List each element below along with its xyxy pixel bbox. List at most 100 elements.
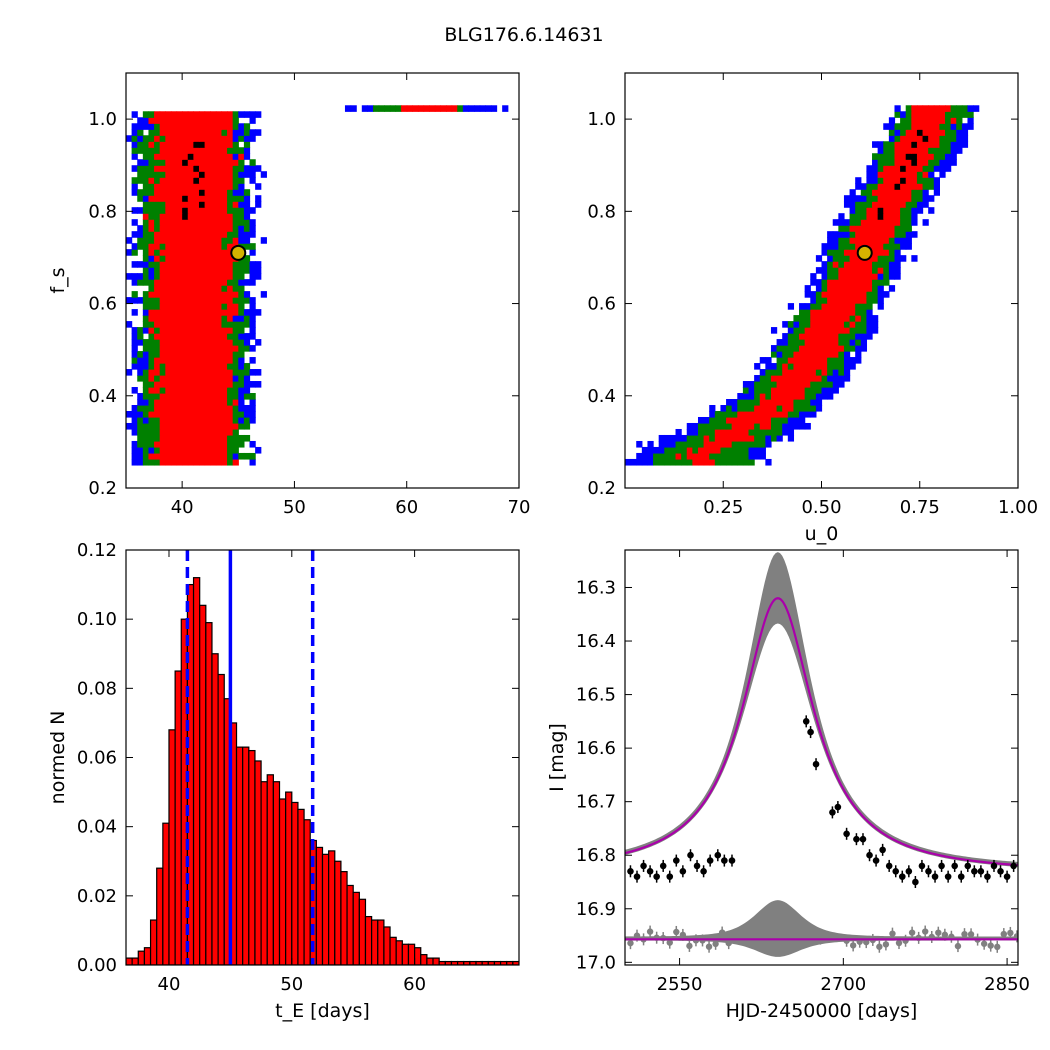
heatmap-cell [148,369,155,376]
heatmap-cell [131,351,138,358]
heatmap-cell [221,189,228,196]
heatmap-cell [227,315,234,322]
heatmap-cell [238,165,245,172]
heatmap-cell [838,231,845,238]
heatmap-cell [142,111,150,118]
heatmap-cell [131,416,138,424]
heatmap-cell [170,111,178,118]
heatmap-cell [894,255,901,262]
heatmap-cell [187,165,194,172]
histogram-bar [321,853,330,965]
y-tick-label: 0.06 [77,748,117,769]
heatmap-cell [227,363,234,370]
heatmap-cell [827,393,834,400]
heatmap-cell [888,207,896,214]
heatmap-cell [227,177,234,184]
residual-point [705,943,713,950]
data-point [931,873,939,880]
heatmap-cell [238,129,245,136]
heatmap-cell [793,363,800,370]
heatmap-cell [227,225,234,232]
heatmap-cell [238,345,245,352]
heatmap-cell [227,165,234,172]
heatmap-cell [165,213,172,220]
heatmap-cell [849,243,856,250]
heatmap-cell [249,369,256,376]
heatmap-cell [860,285,868,292]
heatmap-cell [215,285,223,292]
heatmap-cell [754,446,761,454]
heatmap-cell [967,117,974,124]
heatmap-cell [900,207,907,214]
heatmap-cell [198,243,206,250]
heatmap-cell [187,416,194,424]
heatmap-cell [916,129,924,136]
heatmap-cell [888,267,896,274]
heatmap-cell [866,309,873,316]
heatmap-cell [232,351,239,358]
heatmap-cell [137,339,144,346]
heatmap-cell [232,315,239,322]
heatmap-cell [215,321,223,328]
heatmap-cell [176,428,183,436]
heatmap-cell [170,345,178,352]
heatmap-cell [232,273,239,280]
heatmap-cell [843,351,851,358]
heatmap-cell [193,381,200,388]
heatmap-cell [165,434,172,442]
heatmap-cell [776,405,783,412]
heatmap-cell [187,393,194,400]
heatmap-cell [827,339,834,346]
heatmap-cell [232,458,239,466]
heatmap-cell [810,333,817,340]
heatmap-cell [641,446,649,454]
heatmap-cell [905,219,912,226]
heatmap-cells [625,105,980,466]
heatmap-cell [187,255,194,262]
heatmap-cell [905,111,912,118]
heatmap-cell [249,405,256,412]
heatmap-cell [210,249,217,256]
histogram-bar [340,871,348,965]
heatmap-cell [215,279,223,286]
heatmap-cell [888,165,896,172]
heatmap-cell [198,189,206,196]
heatmap-cell [692,422,699,430]
heatmap-cell [221,381,228,388]
heatmap-cell [176,321,183,328]
heatmap-cell [832,231,839,238]
heatmap-cell [204,135,211,142]
data-point [938,862,945,870]
heatmap-cell [187,381,194,388]
heatmap-cell [154,249,161,256]
heatmap-cell [748,452,755,460]
heatmap-cell [249,333,256,340]
heatmap-cell [827,387,834,394]
heatmap-cell [933,177,940,184]
heatmap-cell [255,261,262,268]
heatmap-cell [148,189,155,196]
heatmap-cell [142,381,150,388]
heatmap-cell [860,267,868,274]
heatmap-cell [148,261,155,268]
heatmap-cell [243,165,251,172]
heatmap-cell [182,440,189,448]
heatmap-cell [872,315,879,322]
heatmap-cell [221,195,228,202]
heatmap-cell [238,422,245,430]
heatmap-cell [928,111,935,118]
heatmap-cell [198,111,206,118]
heatmap-cell [210,213,217,220]
heatmap-cell [176,141,183,148]
heatmap-cell [204,345,211,352]
heatmap-cell [692,434,699,442]
heatmap-cell [238,434,245,442]
heatmap-cell [210,153,217,160]
heatmap-cell [176,171,183,178]
heatmap-cell [182,183,189,190]
heatmap-cell [686,440,693,448]
heatmap-cell [159,123,166,130]
heatmap-cell [255,273,262,280]
heatmap-cell [804,327,811,334]
heatmap-cell [165,393,172,400]
